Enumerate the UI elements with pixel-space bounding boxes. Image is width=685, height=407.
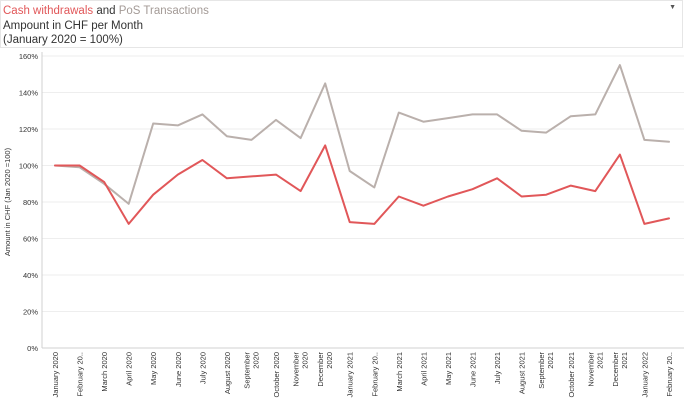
y-tick-label: 80% [23, 198, 38, 207]
x-tick-label: 2021 [595, 352, 604, 369]
x-tick-label: September [242, 351, 251, 388]
x-tick-label: 2020 [251, 352, 260, 369]
chart-subtitle: Ampount in CHF per Month [3, 20, 143, 32]
x-tick-label: July 2020 [198, 352, 207, 384]
x-tick-label: April 2020 [125, 352, 134, 386]
x-tick-label: February 20.. [665, 352, 674, 397]
x-tick-label: April 2021 [419, 352, 428, 386]
x-tick-label: February 20.. [76, 352, 85, 397]
x-tick-label: December [316, 352, 325, 387]
chart-title: Cash withdrawals and PoS Transactions [3, 5, 209, 17]
y-tick-label: 140% [19, 89, 39, 98]
x-tick-label: November [586, 352, 595, 387]
x-tick-label: 2020 [325, 352, 334, 369]
x-tick-label: July 2021 [493, 352, 502, 384]
x-tick-label: 2020 [301, 352, 310, 369]
title-and: and [93, 5, 119, 17]
y-tick-label: 120% [19, 125, 39, 134]
y-tick-label: 40% [23, 271, 38, 280]
y-tick-label: 60% [23, 235, 38, 244]
x-tick-label: January 2022 [640, 352, 649, 397]
y-tick-label: 100% [19, 162, 39, 171]
x-tick-label: June 2020 [174, 352, 183, 387]
x-tick-label: 2021 [546, 352, 555, 369]
x-tick-label: January 2021 [346, 352, 355, 397]
x-tick-label: January 2020 [51, 352, 60, 397]
series-line-pos-transactions [54, 64, 670, 205]
line-chart: 0% 20% 40% 60% 80% 100% 120% 140% 160% Amount in … [3, 52, 684, 397]
x-tick-label: May 2020 [149, 352, 158, 385]
x-tick-label: March 2021 [395, 352, 404, 392]
series-line-cash-withdrawals [54, 144, 670, 225]
x-tick-label: May 2021 [444, 352, 453, 385]
y-tick-label: 0% [27, 344, 38, 353]
x-tick-label: March 2020 [100, 352, 109, 392]
x-tick-label: 2021 [620, 352, 629, 369]
title-pos-transactions: PoS Transactions [118, 5, 209, 17]
x-tick-label: October 2020 [272, 352, 281, 397]
chart-subtitle-2: (January 2020 = 100%) [3, 34, 123, 46]
x-tick-label: June 2021 [469, 352, 478, 387]
chart-header: Cash withdrawals and PoS Transactions Am… [0, 0, 683, 48]
title-cash-withdrawals: Cash withdrawals [3, 5, 94, 17]
x-tick-label: November [292, 352, 301, 387]
x-tick-label: August 2020 [223, 352, 232, 394]
x-tick-label: October 2021 [567, 352, 576, 397]
x-tick-label: September [537, 351, 546, 388]
y-axis-label: Amount in CHF (Jan 2020 =100) [3, 147, 12, 256]
y-tick-label: 20% [23, 308, 38, 317]
y-tick-label: 160% [19, 52, 39, 61]
x-tick-label: December [611, 352, 620, 387]
x-tick-label: August 2021 [518, 352, 527, 394]
caret-down-icon[interactable]: ▼ [669, 4, 676, 11]
x-tick-label: February 20.. [370, 352, 379, 397]
